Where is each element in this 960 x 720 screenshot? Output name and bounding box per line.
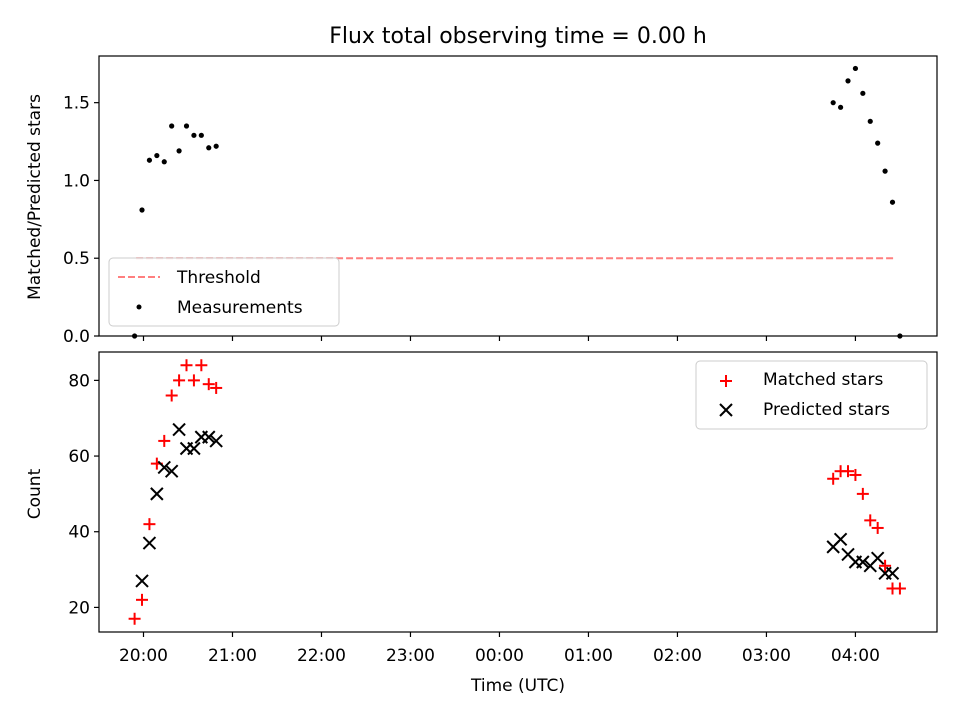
predicted-point — [870, 551, 885, 565]
count-legend: Matched stars Predicted stars — [695, 360, 928, 430]
predicted-point — [833, 532, 848, 547]
legend-measurements-swatch — [136, 304, 142, 310]
count-xtick-label: 20:00 — [119, 646, 168, 666]
y-ticks-ratio: 0.0 0.5 1.0 1.5 — [63, 94, 99, 347]
count-xtick-label: 04:00 — [831, 646, 880, 666]
measurement-point — [830, 100, 836, 106]
ratio-ytick-label: 0.0 — [63, 327, 90, 347]
count-ytick-label: 20 — [68, 598, 90, 618]
x-axis-label: Time (UTC) — [470, 676, 565, 696]
count-xtick-label: 01:00 — [564, 646, 613, 666]
measurement-point — [139, 207, 145, 213]
matched-point — [202, 378, 215, 391]
count-axes-frame — [98, 351, 938, 633]
ratio-ytick-label: 1.0 — [63, 171, 90, 191]
matched-point — [856, 487, 869, 500]
predicted-point — [142, 536, 157, 550]
matched-point — [195, 359, 208, 372]
measurement-point — [889, 199, 896, 205]
count-xtick-label: 02:00 — [653, 646, 702, 666]
matched-point — [173, 374, 186, 387]
matched-point — [864, 514, 877, 527]
ratio-axes-frame — [98, 55, 938, 337]
count-ytick-label: 80 — [68, 371, 90, 391]
count-xtick-label: 00:00 — [475, 646, 524, 666]
matched-point — [893, 582, 906, 595]
ratio-panel: Flux total observing time = 0.00 h Match… — [25, 24, 938, 347]
measurement-point — [176, 148, 182, 154]
measurement-point — [867, 118, 873, 124]
matched-point — [165, 389, 178, 402]
measurement-point — [183, 123, 190, 129]
ratio-ytick-label: 1.5 — [63, 94, 90, 114]
count-xtick-label: 03:00 — [742, 646, 791, 666]
count-xtick-label: 22:00 — [297, 646, 346, 666]
predicted-point — [164, 464, 179, 478]
measurement-point — [146, 157, 153, 163]
y-axis-label-count: Count — [25, 468, 45, 519]
matched-point — [143, 518, 156, 531]
predicted-point — [209, 434, 223, 448]
count-panel: Count Time (UTC) 20 40 60 80 20:00 21:00 22:0… — [25, 351, 938, 696]
measurement-point — [161, 159, 167, 165]
matched-point — [871, 521, 884, 534]
measurement-point — [875, 140, 881, 146]
predicted-point — [202, 430, 216, 444]
legend-matched-label: Matched stars — [763, 370, 883, 390]
count-legend-box — [695, 360, 928, 430]
legend-threshold-label: Threshold — [176, 268, 261, 288]
y-axis-label-ratio: Matched/Predicted stars — [25, 94, 45, 300]
measurement-point — [852, 65, 859, 72]
predicted-point — [187, 441, 201, 456]
measurement-point — [882, 168, 888, 174]
y-ticks-count: 20 40 60 80 — [68, 371, 99, 618]
predicted-point — [135, 574, 149, 588]
matched-point — [128, 612, 141, 625]
measurement-point — [198, 132, 204, 138]
x-ticks-count: 20:00 21:00 22:00 23:00 00:00 01:00 02:00 03:00… — [119, 632, 880, 666]
matched-point — [187, 374, 200, 387]
matched-point — [180, 359, 193, 372]
count-ytick-label: 60 — [68, 447, 90, 467]
measurement-point — [213, 143, 219, 149]
measurement-point — [191, 132, 197, 138]
matched-point — [879, 559, 892, 572]
predicted-point — [856, 555, 870, 569]
predicted-point — [157, 460, 171, 475]
measurement-point — [860, 90, 866, 96]
measurement-point — [169, 123, 175, 129]
chart-title: Flux total observing time = 0.00 h — [329, 24, 707, 49]
count-marks — [128, 359, 906, 625]
count-xtick-label: 23:00 — [386, 646, 435, 666]
ratio-ytick-label: 0.5 — [63, 249, 90, 269]
legend-measurements-label: Measurements — [177, 298, 303, 318]
predicted-point — [150, 487, 164, 501]
predicted-point — [885, 566, 900, 581]
matched-point — [827, 472, 840, 485]
measurement-point — [154, 152, 160, 159]
count-ytick-label: 40 — [68, 523, 90, 543]
matched-point — [849, 468, 862, 481]
measurement-point — [837, 104, 844, 110]
count-xtick-label: 21:00 — [208, 646, 257, 666]
measurement-point — [206, 145, 212, 151]
legend-matched-swatch — [720, 375, 732, 387]
legend-predicted-label: Predicted stars — [763, 400, 890, 420]
x-ticks-ratio — [142, 336, 857, 341]
matched-point — [136, 593, 149, 606]
measurement-point — [845, 78, 851, 84]
matched-point — [842, 465, 855, 478]
legend-predicted-swatch — [719, 403, 733, 417]
predicted-point — [172, 422, 186, 437]
ratio-legend: Threshold Measurements — [108, 257, 340, 327]
ratio-legend-box — [108, 257, 340, 327]
matched-point — [158, 434, 171, 447]
matched-point — [210, 381, 223, 394]
